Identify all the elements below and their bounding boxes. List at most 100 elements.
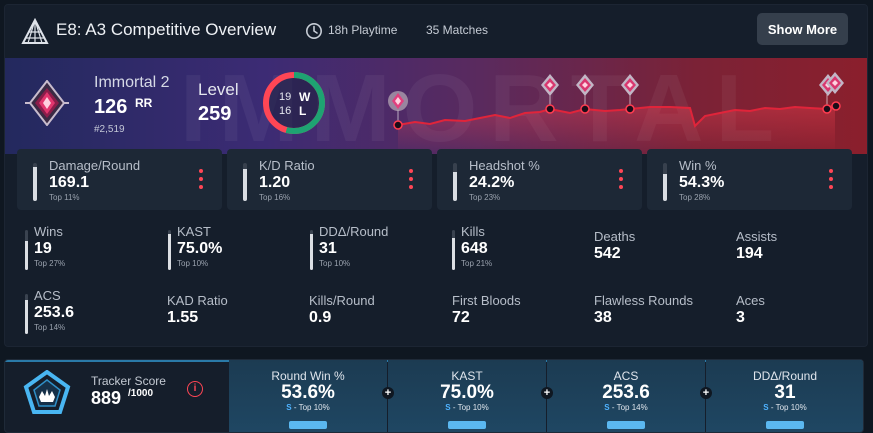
trend-line — [397, 103, 836, 128]
show-more-button[interactable]: Show More — [757, 13, 848, 45]
stat-progress-fill — [25, 240, 28, 270]
stat-progress-bar — [663, 163, 667, 201]
stat-label: Win % — [679, 158, 717, 173]
stat-value-kad-ratio: 1.55 — [167, 309, 199, 326]
tracker-score-label: Tracker Score — [91, 374, 166, 388]
trend-point — [625, 104, 635, 114]
metric-grade: S - Top 10% — [229, 403, 387, 412]
metric-grade-letter: S — [604, 403, 610, 412]
stat-card-win-percent[interactable]: Win % 54.3% Top 28% — [647, 149, 852, 210]
wins-count: 19 — [279, 91, 292, 103]
kebab-menu-icon[interactable] — [827, 169, 835, 191]
stat-progress-fill — [33, 167, 37, 201]
stat-percentile: Top 27% — [34, 259, 66, 268]
stat-percentile: Top 10% — [177, 259, 209, 268]
metric-tab-indicator — [448, 421, 486, 429]
stat-value: 648 — [461, 240, 488, 257]
metric-value: 31 — [774, 382, 796, 403]
metric-grade: S - Top 14% — [547, 403, 705, 412]
metric-label: ACS — [613, 369, 639, 383]
metric-value: 253.6 — [602, 382, 650, 403]
rr-value: 126 — [94, 96, 128, 118]
stat-progress-fill — [452, 238, 455, 270]
metric-dd-delta[interactable]: DDΔ/Round 31 S - Top 10% — [706, 360, 863, 432]
tracker-score-value: 889 — [91, 388, 122, 408]
stat-percentile: Top 28% — [679, 193, 711, 202]
metric-grade: S - Top 10% — [706, 403, 863, 412]
plus-icon: + — [382, 387, 394, 399]
metric-tab-indicator — [289, 421, 327, 429]
stat-card-headshot[interactable]: Headshot % 24.2% Top 23% — [437, 149, 642, 210]
stat-label: K/D Ratio — [259, 158, 315, 173]
losses-label: L — [299, 104, 307, 118]
stat-percentile: Top 11% — [49, 193, 80, 202]
stat-label-kad-ratio: KAD Ratio — [167, 293, 228, 308]
stat-progress-bar — [243, 163, 247, 201]
page-title: E8: A3 Competitive Overview — [56, 20, 277, 39]
matches-count: 35 Matches — [426, 23, 489, 37]
stat-percentile: Top 23% — [469, 193, 501, 202]
metric-value: 53.6% — [281, 382, 335, 403]
win-arc — [263, 72, 325, 134]
tracker-score-panel: Tracker Score 889 /1000 i Round Win % 53… — [4, 359, 864, 433]
metric-tab-indicator — [766, 421, 804, 429]
rr-unit: RR — [135, 96, 153, 110]
stat-percentile: Top 14% — [34, 323, 66, 332]
stat-value-assists: 194 — [736, 245, 763, 262]
trend-area — [398, 104, 835, 154]
stat-label: DDΔ/Round — [319, 224, 389, 239]
stat-label-first-bloods: First Bloods — [452, 293, 521, 308]
trend-point — [580, 104, 590, 114]
stat-progress-bar — [168, 230, 171, 270]
stat-value: 253.6 — [34, 304, 75, 321]
trend-rank-marker — [388, 91, 408, 111]
metric-acs[interactable]: ACS 253.6 S - Top 14% — [547, 360, 705, 432]
playtime-text: 18h Playtime — [328, 23, 398, 37]
trend-rank-marker — [621, 74, 639, 96]
overview-card: E8: A3 Competitive Overview 18h Playtime… — [4, 4, 868, 347]
kebab-menu-icon[interactable] — [617, 169, 625, 191]
stat-label-deaths: Deaths — [594, 229, 636, 244]
stat-label: Wins — [34, 224, 63, 239]
kebab-menu-icon[interactable] — [197, 169, 205, 191]
stat-progress-fill — [663, 173, 667, 201]
tracker-score-max: /1000 — [128, 388, 154, 399]
trend-rank-marker — [541, 74, 559, 96]
stat-progress-bar — [25, 230, 28, 270]
stat-label: Headshot % — [469, 158, 540, 173]
overview-header: E8: A3 Competitive Overview 18h Playtime… — [5, 5, 867, 58]
losses-count: 16 — [279, 105, 292, 117]
stat-value-first-bloods: 72 — [452, 309, 470, 326]
stat-progress-fill — [453, 171, 457, 201]
trend-rank-marker — [576, 74, 594, 96]
rank-name: Immortal 2 — [94, 74, 170, 91]
info-icon[interactable]: i — [187, 381, 203, 397]
stat-card-kd-ratio[interactable]: K/D Ratio 1.20 Top 16% — [227, 149, 432, 210]
rank-banner: IMMORTAL — [5, 58, 867, 154]
metric-kast[interactable]: KAST 75.0% S - Top 10% — [388, 360, 546, 432]
metric-value: 75.0% — [440, 382, 494, 403]
stat-card-damage-round[interactable]: Damage/Round 169.1 Top 11% — [17, 149, 222, 210]
stat-value-aces: 3 — [736, 309, 745, 326]
trend-point — [545, 104, 555, 114]
metric-grade-letter: S — [445, 403, 451, 412]
kebab-menu-icon[interactable] — [407, 169, 415, 191]
stat-value: 31 — [319, 240, 337, 257]
metric-label: Round Win % — [271, 369, 345, 383]
trend-point — [822, 104, 832, 114]
metric-round-win[interactable]: Round Win % 53.6% S - Top 10% — [229, 360, 387, 432]
stat-progress-bar — [25, 294, 28, 334]
metric-grade-letter: S — [286, 403, 292, 412]
leaderboard-rank: #2,519 — [94, 124, 125, 135]
stat-label-aces: Aces — [736, 293, 765, 308]
immortal-rank-icon — [25, 80, 69, 126]
stat-value: 54.3% — [679, 174, 725, 191]
stat-percentile: Top 10% — [319, 259, 351, 268]
wins-label: W — [299, 90, 311, 104]
metric-percentile: - Top 10% — [291, 403, 330, 412]
stat-progress-bar — [452, 230, 455, 270]
metric-percentile: - Top 10% — [450, 403, 489, 412]
stat-label-kills-round: Kills/Round — [309, 293, 375, 308]
stat-value: 75.0% — [177, 240, 223, 257]
tracker-score-badge-icon — [23, 370, 71, 414]
